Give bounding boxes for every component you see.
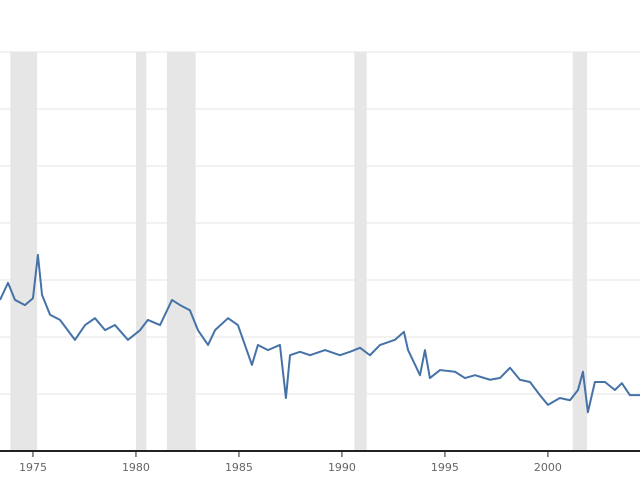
x-tick-label: 1975: [19, 461, 47, 474]
recession-band: [135, 52, 147, 451]
x-tick-label: 1980: [122, 461, 150, 474]
recession-band: [572, 52, 588, 451]
grid: [0, 51, 640, 395]
recession-band: [354, 52, 367, 451]
x-tick-label: 1990: [328, 461, 356, 474]
recession-band: [166, 52, 196, 451]
x-tick-label: 2000: [534, 461, 562, 474]
plot: [0, 253, 640, 414]
x-tick-label: 1995: [431, 461, 459, 474]
recession-bands: [10, 52, 588, 451]
recession-band: [10, 52, 38, 451]
data-line: [0, 253, 640, 414]
x-tick-label: 1985: [225, 461, 253, 474]
